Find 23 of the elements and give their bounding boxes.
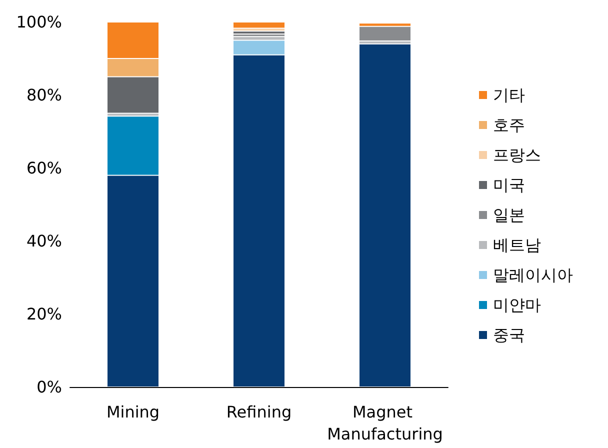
legend-label: 미얀마: [493, 296, 541, 314]
legend-label: 일본: [493, 206, 525, 224]
bar: [359, 44, 411, 387]
y-tick-label: 60%: [26, 158, 62, 178]
legend-label: 미국: [493, 176, 525, 194]
y-tick-label: 100%: [16, 12, 62, 32]
y-tick-label: 20%: [26, 304, 62, 324]
bar: [233, 31, 285, 34]
y-tick-label: 80%: [26, 86, 62, 104]
legend-label: 베트남: [493, 236, 541, 254]
bar: [359, 26, 411, 41]
y-tick-label: 40%: [26, 232, 62, 250]
bar: [233, 34, 285, 37]
legend-label: 프랑스: [493, 146, 541, 164]
legend-label: 중국: [493, 326, 525, 344]
legend-label: 호주: [493, 116, 525, 134]
x-tick-label: Mining: [106, 402, 160, 422]
legend-label: 기타: [493, 86, 525, 104]
x-tick-label: Refining: [226, 402, 292, 422]
bar: [233, 22, 285, 28]
legend-label: 말레이시아: [493, 266, 573, 284]
y-tick-label: 0%: [36, 378, 62, 396]
x-tick-label: Magnet Manufacturing: [327, 402, 443, 444]
